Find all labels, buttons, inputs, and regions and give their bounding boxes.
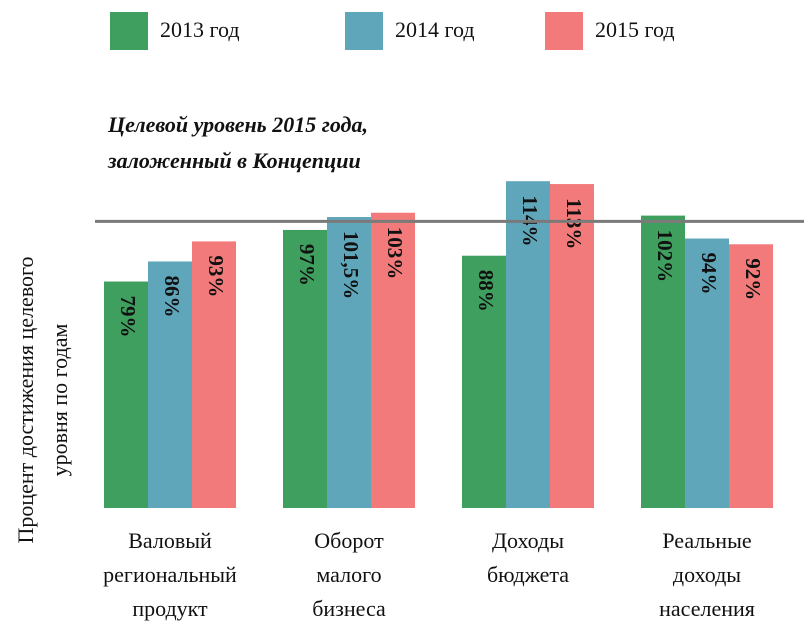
data-label: 103% xyxy=(383,227,407,280)
bar xyxy=(641,215,685,508)
x-tick-label-line: малого xyxy=(316,562,381,587)
legend-label: 2013 год xyxy=(160,17,240,42)
x-tick-label: Доходы бюджета xyxy=(487,528,569,587)
legend-label: 2015 год xyxy=(595,17,675,42)
data-label: 88% xyxy=(474,270,498,312)
data-label: 92% xyxy=(741,258,765,300)
x-tick-label: Оборот малого бизнеса xyxy=(312,528,386,621)
x-tick-label-line: региональный xyxy=(103,562,237,587)
bar xyxy=(327,217,371,509)
legend-label: 2014 год xyxy=(395,17,475,42)
bar xyxy=(192,241,236,508)
y-axis-label: уровня по годам xyxy=(47,324,72,477)
x-tick-label-line: Оборот xyxy=(314,528,384,553)
bar xyxy=(148,261,192,508)
data-label: 113% xyxy=(562,198,586,249)
x-tick-label-line: Реальные xyxy=(662,528,751,553)
x-tick-label: Валовый региональный продукт xyxy=(103,528,237,621)
bar xyxy=(371,212,415,508)
legend-swatch xyxy=(545,12,583,50)
annotation: заложенный в Концепции xyxy=(107,148,361,173)
bar xyxy=(283,229,327,508)
legend-swatch xyxy=(345,12,383,50)
bar xyxy=(506,181,550,508)
data-label: 86% xyxy=(160,275,184,317)
annotation: Целевой уровень 2015 года, xyxy=(107,112,368,137)
x-tick-label-line: бюджета xyxy=(487,562,569,587)
bar xyxy=(462,255,506,508)
data-label: 79% xyxy=(116,296,140,338)
data-label: 93% xyxy=(204,255,228,297)
data-label: 94% xyxy=(697,253,721,295)
legend-swatch xyxy=(110,12,148,50)
bar xyxy=(104,281,148,508)
data-label: 102% xyxy=(653,230,677,283)
bar xyxy=(550,184,594,509)
x-tick-label: Реальные доходы населения xyxy=(659,528,755,621)
bar xyxy=(729,244,773,508)
data-label: 97% xyxy=(295,244,319,286)
x-tick-label-line: продукт xyxy=(132,596,208,621)
x-tick-label-line: бизнеса xyxy=(312,596,386,621)
x-tick-label-line: населения xyxy=(659,596,755,621)
x-tick-label-line: Доходы xyxy=(492,528,564,553)
data-label: 101,5% xyxy=(339,231,363,299)
y-axis-label: Процент достижения целевого xyxy=(13,256,38,543)
bar xyxy=(685,238,729,509)
x-tick-label-line: доходы xyxy=(673,562,741,587)
x-tick-label-line: Валовый xyxy=(128,528,212,553)
